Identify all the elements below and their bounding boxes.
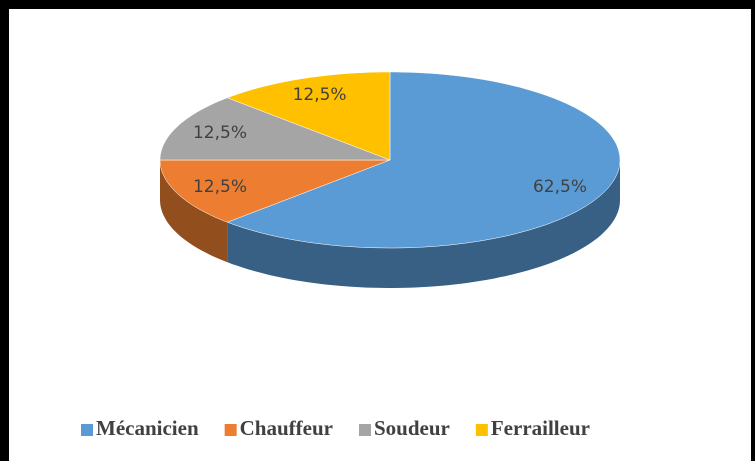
data-label: 62,5% xyxy=(533,177,587,197)
legend-swatch xyxy=(475,424,488,436)
data-label: 12,5% xyxy=(193,177,247,197)
data-label: 12,5% xyxy=(293,85,347,105)
pie-slice xyxy=(159,97,391,161)
pie-slice xyxy=(226,71,621,249)
legend-label: Mécanicien xyxy=(96,416,199,440)
legend-label: Chauffeur xyxy=(240,416,333,440)
legend-label: Soudeur xyxy=(374,416,450,440)
chart: 62,5% 12,5% 12,5% 12,5% Mécanicien Chauffeur S… xyxy=(81,71,621,440)
data-label: 12,5% xyxy=(193,123,247,143)
legend-swatch xyxy=(358,424,371,436)
legend-swatch xyxy=(81,424,93,436)
pie-slice xyxy=(226,71,391,161)
legend-label: Ferrailleur xyxy=(491,416,590,440)
pie-slice xyxy=(159,159,391,223)
pie-side xyxy=(227,160,620,288)
pie-side xyxy=(160,160,228,263)
legend-swatch xyxy=(224,424,237,436)
